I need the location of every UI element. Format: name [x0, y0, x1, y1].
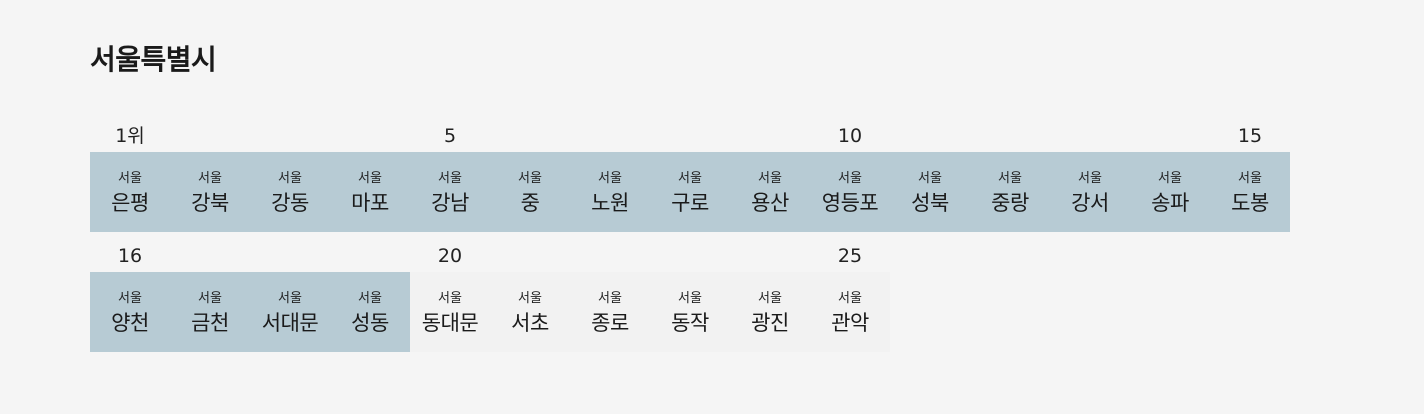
district-name: 중랑	[991, 191, 1029, 215]
district-name: 강서	[1071, 191, 1109, 215]
district-city-label: 서울	[678, 171, 702, 186]
district-city-label: 서울	[1238, 171, 1262, 186]
district-city-label: 서울	[598, 291, 622, 306]
rank-label: 25	[837, 245, 863, 267]
district-name: 광진	[751, 311, 789, 335]
district-city-label: 서울	[1158, 171, 1182, 186]
district-name: 성북	[911, 191, 949, 215]
district-city-label: 서울	[998, 171, 1022, 186]
rank-label: 16	[117, 245, 143, 267]
rank-label: 15	[1237, 125, 1263, 147]
district-city-label: 서울	[918, 171, 942, 186]
district-name: 동대문	[421, 311, 479, 335]
district-name: 서초	[511, 311, 549, 335]
district-name: 은평	[111, 191, 149, 215]
district-city-label: 서울	[518, 291, 542, 306]
district-row: 서울 양천 서울 금천 서울 서대문 서울 성동 서울 동대문 서울 서초 서울 종로 서울 동작 서울 광진 서울…	[90, 272, 890, 352]
rank-label-row: 16 20 25	[90, 239, 890, 279]
district-name: 도봉	[1231, 191, 1269, 215]
district-name: 노원	[591, 191, 629, 215]
district-name: 성동	[351, 311, 389, 335]
district-city-label: 서울	[118, 291, 142, 306]
district-city-label: 서울	[278, 171, 302, 186]
district-name: 마포	[351, 191, 389, 215]
district-name: 양천	[111, 311, 149, 335]
district-name: 관악	[831, 311, 869, 335]
district-city-label: 서울	[438, 291, 462, 306]
district-name: 용산	[751, 191, 789, 215]
district-city-label: 서울	[838, 171, 862, 186]
district-name: 서대문	[261, 311, 319, 335]
district-name: 금천	[191, 311, 229, 335]
district-city-label: 서울	[758, 171, 782, 186]
district-city-label: 서울	[758, 291, 782, 306]
district-city-label: 서울	[358, 291, 382, 306]
rank-label: 10	[837, 125, 863, 147]
rank-label: 5	[443, 125, 457, 147]
district-city-label: 서울	[358, 171, 382, 186]
district-name: 강북	[191, 191, 229, 215]
rank-label: 1위	[115, 125, 145, 147]
district-name: 종로	[591, 311, 629, 335]
rank-label-row: 1위 5 10 15	[90, 119, 1290, 159]
district-city-label: 서울	[678, 291, 702, 306]
district-city-label: 서울	[198, 291, 222, 306]
district-city-label: 서울	[518, 171, 542, 186]
district-name: 영등포	[821, 191, 879, 215]
district-city-label: 서울	[438, 171, 462, 186]
district-name: 중	[520, 191, 540, 215]
district-city-label: 서울	[598, 171, 622, 186]
district-city-label: 서울	[1078, 171, 1102, 186]
page-title: 서울특별시	[90, 43, 217, 76]
district-row: 서울 은평 서울 강북 서울 강동 서울 마포 서울 강남 서울 중 서울 노원 서울 구로 서울 용산 서울 영등포…	[90, 152, 1290, 232]
district-name: 구로	[671, 191, 709, 215]
district-city-label: 서울	[278, 291, 302, 306]
district-city-label: 서울	[838, 291, 862, 306]
district-city-label: 서울	[118, 171, 142, 186]
district-name: 송파	[1151, 191, 1189, 215]
district-name: 강동	[271, 191, 309, 215]
district-city-label: 서울	[198, 171, 222, 186]
rank-label: 20	[437, 245, 463, 267]
district-name: 강남	[431, 191, 469, 215]
district-name: 동작	[671, 311, 709, 335]
